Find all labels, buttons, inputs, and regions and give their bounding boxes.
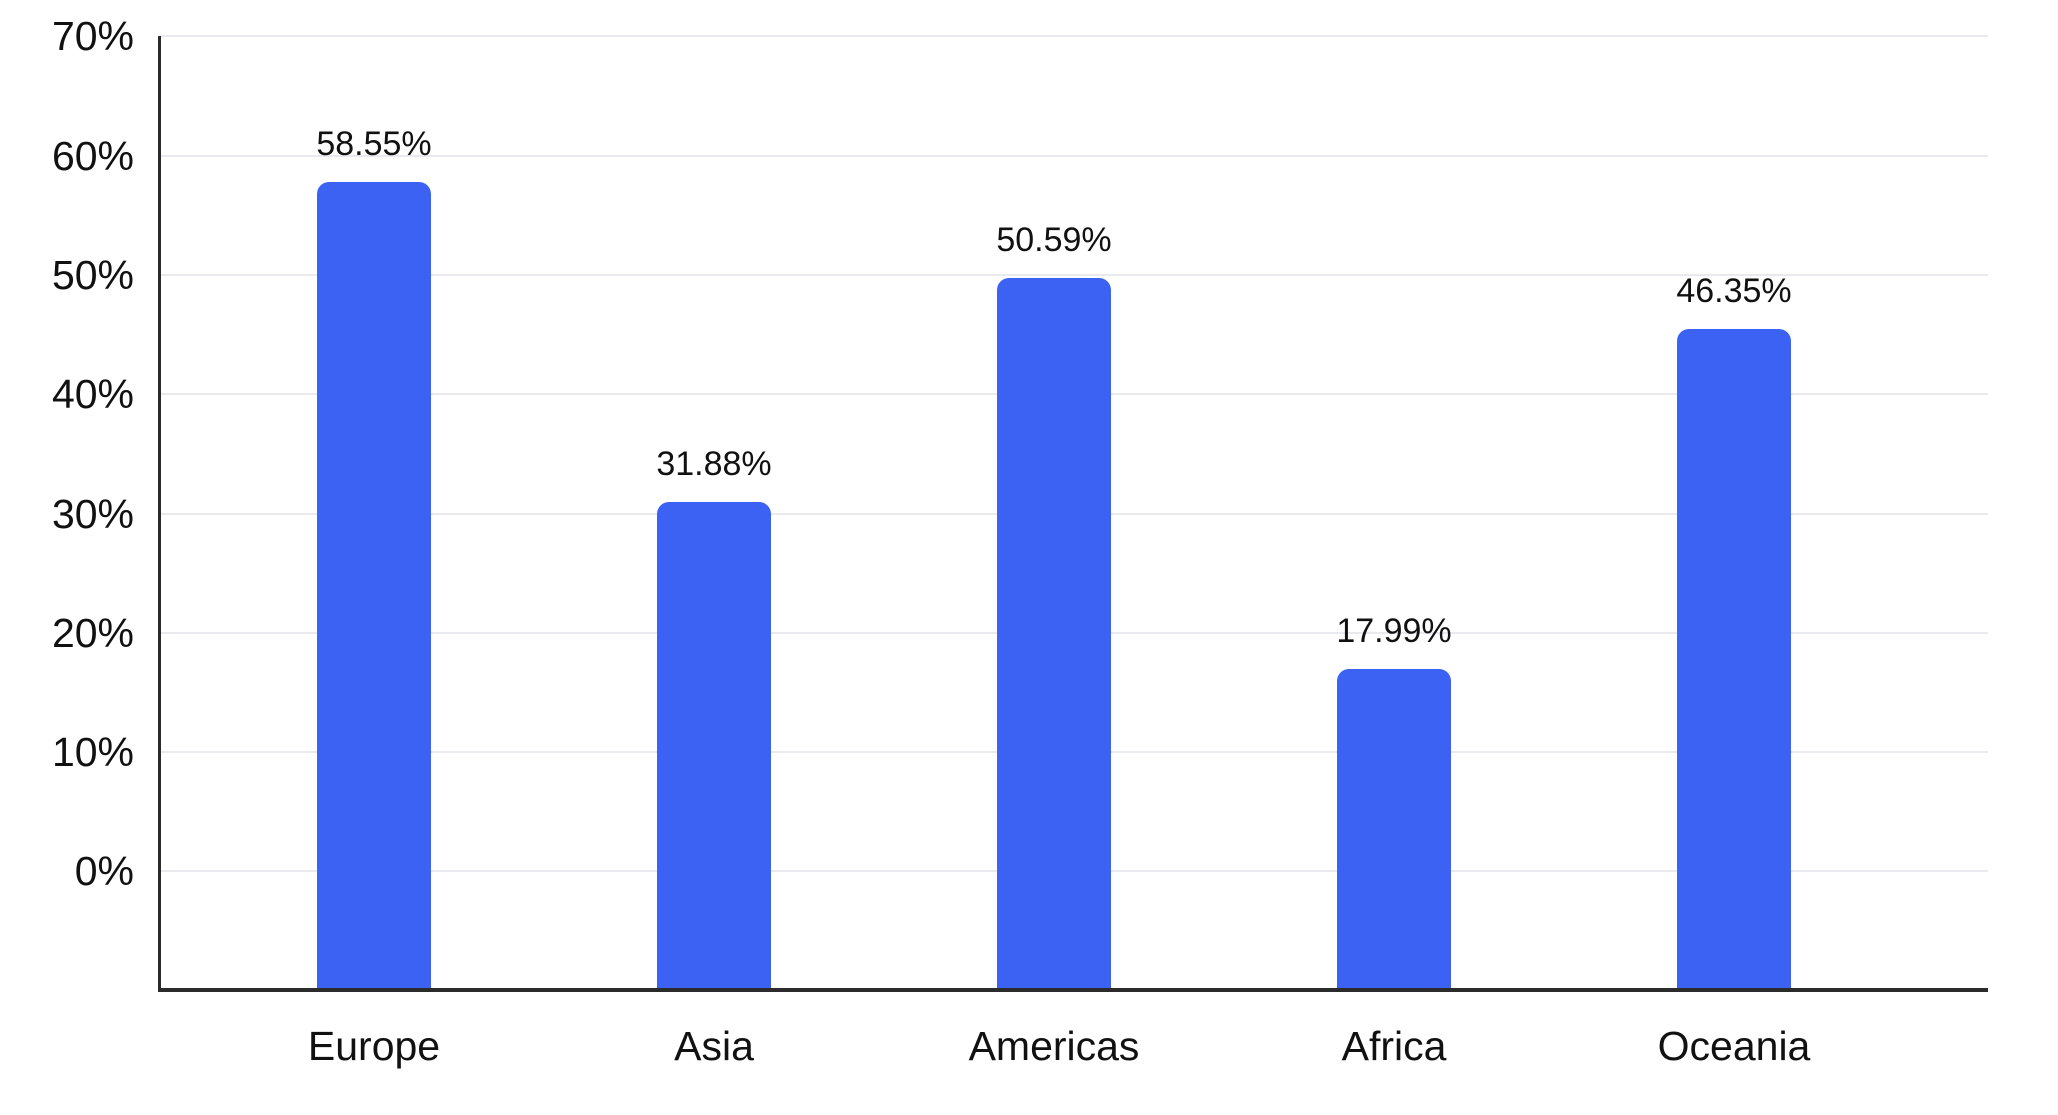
bar-americas[interactable] — [997, 277, 1111, 990]
value-label-asia: 31.88% — [656, 445, 772, 484]
value-label-africa: 17.99% — [1336, 612, 1452, 651]
y-axis-label-30: 30% — [51, 490, 134, 537]
gridline-50 — [160, 273, 1988, 276]
bar-europe[interactable] — [317, 182, 431, 990]
gridline-70 — [160, 35, 1988, 38]
bar-asia[interactable] — [657, 502, 771, 990]
x-axis-label-americas: Americas — [968, 1023, 1140, 1069]
y-axis-label-50: 50% — [51, 251, 134, 298]
bar-africa[interactable] — [1337, 669, 1451, 990]
gridline-60 — [160, 154, 1988, 157]
y-axis-label-0: 0% — [74, 848, 134, 895]
x-axis-label-africa: Africa — [1341, 1023, 1447, 1069]
y-axis-label-20: 20% — [51, 609, 134, 656]
y-axis-label-40: 40% — [51, 371, 134, 418]
bar-oceania[interactable] — [1677, 328, 1791, 990]
y-axis-line — [158, 36, 161, 992]
x-axis-label-asia: Asia — [674, 1023, 754, 1069]
value-label-oceania: 46.35% — [1676, 271, 1792, 310]
value-label-americas: 50.59% — [996, 220, 1112, 259]
x-axis-line — [158, 988, 1988, 992]
x-axis-label-oceania: Oceania — [1657, 1023, 1811, 1069]
y-axis-label-60: 60% — [51, 132, 134, 179]
x-axis-label-europe: Europe — [307, 1023, 441, 1069]
y-axis-label-10: 10% — [51, 729, 134, 776]
value-label-europe: 58.55% — [316, 125, 432, 164]
y-axis-label-70: 70% — [51, 13, 134, 60]
